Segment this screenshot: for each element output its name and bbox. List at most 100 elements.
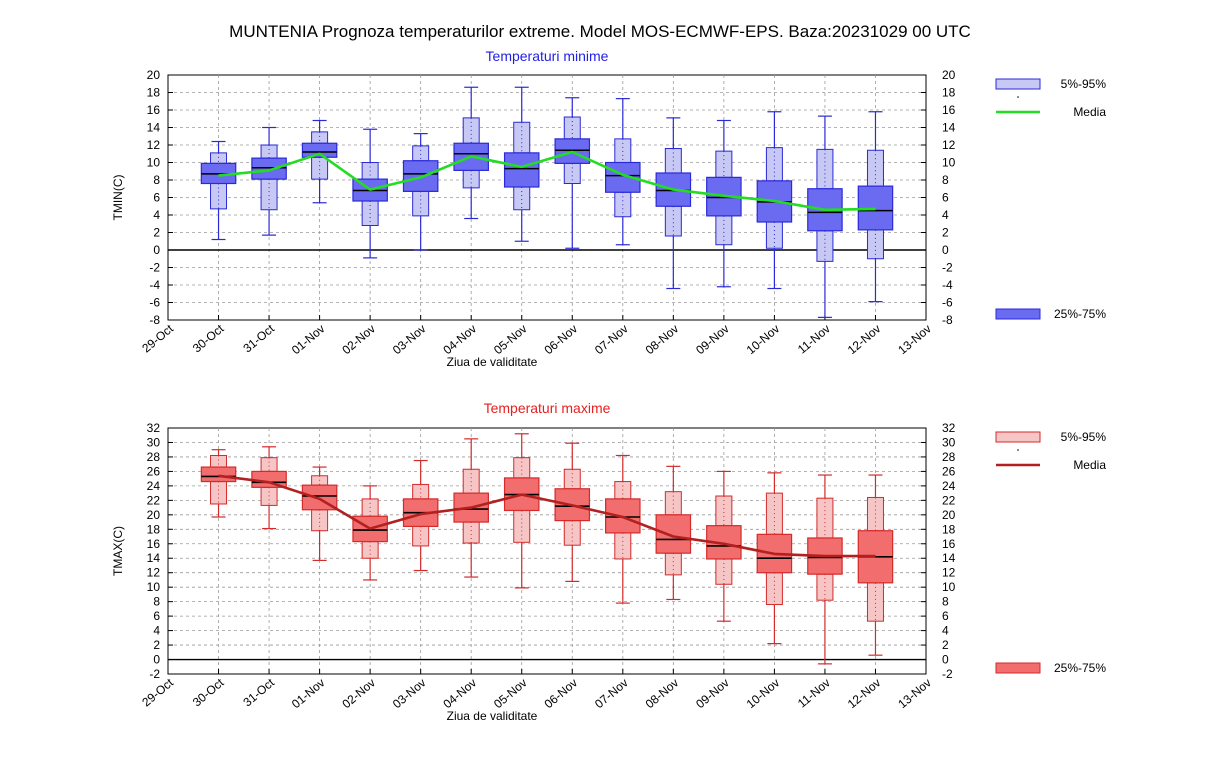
tmax-box-5-95-lower	[664, 552, 682, 576]
tmin-ytick-label-right: 8	[942, 173, 949, 187]
tmax-xtick-label: 04-Nov	[440, 676, 479, 712]
tmax-ytick-label: 4	[153, 624, 160, 638]
tmax-ytick-label-right: 2	[942, 638, 949, 652]
tmax-xaxis-label: Ziua de validitate	[447, 709, 538, 723]
tmin-box-25-75	[503, 152, 540, 188]
tmin-ytick-label-right: 4	[942, 208, 949, 222]
tmax-ytick-label-right: -2	[942, 667, 953, 681]
tmax-legend-dot	[1017, 449, 1019, 451]
tmin-box-5-95-upper	[866, 149, 884, 187]
tmin-ytick-label-right: 20	[942, 68, 956, 82]
tmin-ytick-label: -2	[149, 261, 160, 275]
tmin-legend-swatch-25-75	[995, 308, 1041, 320]
tmin-box-25-75	[605, 161, 641, 193]
tmin-box-5-95-lower	[311, 156, 329, 180]
figure-title: MUNTENIA Prognoza temperaturilor extreme…	[229, 22, 971, 41]
tmin-ytick-label: -6	[149, 296, 160, 310]
tmin-legend-label-mean: Media	[1073, 105, 1106, 119]
tmax-xtick-label: 10-Nov	[744, 676, 783, 712]
tmax-ytick-label: 6	[153, 609, 160, 623]
tmax-ytick-label: -2	[149, 667, 160, 681]
tmin-xtick-label: 09-Nov	[693, 322, 732, 358]
tmax-ytick-label: 24	[147, 479, 161, 493]
tmax-mean-line	[218, 474, 876, 558]
tmax-xtick-label: 01-Nov	[289, 676, 328, 712]
tmax-xtick-label: 09-Nov	[693, 676, 732, 712]
tmax-xtick-label: 13-Nov	[895, 676, 934, 712]
tmin-xtick-label: 02-Nov	[339, 322, 378, 358]
tmax-ytick-label-right: 20	[942, 508, 956, 522]
tmax-legend-label-mean: Media	[1073, 458, 1106, 472]
tmax-ytick-label: 14	[147, 551, 161, 565]
tmin-box-5-95-upper	[715, 150, 733, 178]
tmin-ytick-label-right: 16	[942, 103, 956, 117]
tmin-box-5-95-lower	[563, 162, 581, 184]
tmin-legend-dot	[1017, 96, 1019, 98]
tmax-ytick-label-right: 14	[942, 551, 956, 565]
tmax-box-5-95-lower	[260, 486, 278, 506]
tmax-ytick-label: 28	[147, 450, 161, 464]
tmax-box-5-95-upper	[816, 497, 834, 539]
tmin-box-5-95-upper	[260, 144, 278, 159]
tmax-xtick-label: 12-Nov	[845, 676, 884, 712]
tmax-legend-label-25-75: 25%-75%	[1054, 661, 1106, 675]
tmin-xtick-label: 05-Nov	[491, 322, 530, 358]
tmax-ytick-label: 10	[147, 580, 161, 594]
tmin-legend-label-5-95: 5%-95%	[1061, 77, 1107, 91]
tmax-xtick-label: 05-Nov	[491, 676, 530, 712]
tmin-ytick-label: 2	[153, 226, 160, 240]
tmin-ytick-label-right: -8	[942, 313, 953, 327]
tmin-mean-line	[218, 150, 876, 212]
tmin-box-5-95-lower	[765, 221, 783, 249]
tmin-ytick-label: -4	[149, 278, 160, 292]
tmin-xtick-label: 01-Nov	[289, 322, 328, 358]
tmax-xtick-label: 06-Nov	[542, 676, 581, 712]
tmin-panel: Temperaturi minime -8 -8 -6 -6 -4 -4 -2 -2 0 0 2 2 4 4…	[111, 48, 1106, 369]
tmax-ytick-label-right: 16	[942, 537, 956, 551]
tmax-xtick-label: 07-Nov	[592, 676, 631, 712]
tmax-box-5-95-upper	[260, 457, 278, 472]
tmax-box-25-75	[655, 514, 692, 554]
tmax-box-5-95-lower	[816, 573, 834, 601]
tmin-ytick-label-right: 2	[942, 226, 949, 240]
tmin-ytick-label-right: 10	[942, 156, 956, 170]
tmin-ytick-label-right: 6	[942, 191, 949, 205]
tmin-ytick-label: 14	[147, 121, 161, 135]
tmin-ytick-label-right: 18	[942, 86, 956, 100]
tmax-ytick-label: 26	[147, 464, 161, 478]
tmin-ytick-label: 12	[147, 138, 161, 152]
tmin-subtitle: Temperaturi minime	[486, 48, 609, 64]
tmin-ytick-label-right: -2	[942, 261, 953, 275]
tmax-subtitle: Temperaturi maxime	[484, 400, 611, 416]
tmax-box-5-95-lower	[210, 481, 228, 505]
tmax-box-5-95-lower	[462, 521, 480, 544]
tmax-ytick-label-right: 6	[942, 609, 949, 623]
tmax-ytick-label: 2	[153, 638, 160, 652]
tmax-box-5-95-upper	[210, 454, 228, 468]
tmin-xtick-label: 12-Nov	[845, 322, 884, 358]
tmax-box-25-75	[200, 466, 237, 483]
tmin-xtick-label: 04-Nov	[440, 322, 479, 358]
tmin-legend-label-25-75: 25%-75%	[1054, 307, 1106, 321]
tmax-box-5-95-lower	[614, 532, 632, 560]
tmin-ytick-label: 4	[153, 208, 160, 222]
tmax-xtick-label: 11-Nov	[795, 676, 833, 711]
tmin-box-5-95-upper	[816, 148, 834, 190]
tmax-ytick-label: 32	[147, 421, 161, 435]
tmax-ytick-label-right: 26	[942, 464, 956, 478]
tmax-ytick-label: 20	[147, 508, 161, 522]
tmax-ytick-label: 16	[147, 537, 161, 551]
tmin-xtick-label: 06-Nov	[542, 322, 581, 358]
tmax-ytick-label-right: 10	[942, 580, 956, 594]
tmin-ytick-label: 10	[147, 156, 161, 170]
tmax-ytick-label-right: 12	[942, 566, 956, 580]
tmin-ytick-label: 16	[147, 103, 161, 117]
tmax-ytick-label: 18	[147, 522, 161, 536]
tmax-ytick-label-right: 30	[942, 435, 956, 449]
tmin-xtick-label: 08-Nov	[643, 322, 682, 358]
tmax-ytick-label: 0	[153, 653, 160, 667]
tmin-legend-swatch-5-95	[995, 78, 1041, 90]
tmax-ytick-label: 12	[147, 566, 161, 580]
tmax-xtick-label: 02-Nov	[339, 676, 378, 712]
tmax-ytick-label: 8	[153, 595, 160, 609]
